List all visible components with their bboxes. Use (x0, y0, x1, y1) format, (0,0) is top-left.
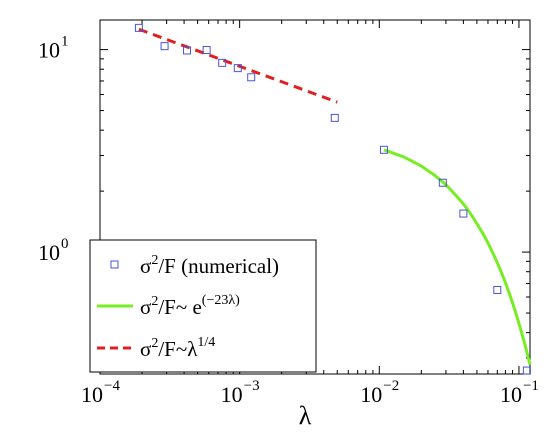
data-point (233, 64, 242, 73)
legend-label: σ2/F~λ1/4 (140, 335, 215, 361)
legend-items: σ2/F (numerical) σ2/F~ e(−23λ) σ2/F~λ1/4 (97, 253, 279, 361)
x-tick-label: 10 (221, 382, 243, 407)
y-tick-label: 10 (38, 38, 60, 63)
legend-label: σ2/F (numerical) (140, 253, 279, 278)
series-line-1 (383, 148, 532, 366)
data-point (134, 23, 143, 32)
x-tick-exponent: −2 (383, 378, 399, 394)
data-point (379, 145, 388, 154)
y-tick-label: 10 (38, 240, 60, 265)
legend: σ2/F (numerical) σ2/F~ e(−23λ) σ2/F~λ1/4 (89, 239, 317, 373)
data-point (218, 58, 227, 67)
y-tick-exponent: 1 (61, 34, 69, 50)
x-tick-label: 10 (500, 382, 522, 407)
data-point (438, 178, 447, 187)
x-tick-exponent: −3 (244, 378, 260, 394)
data-point (202, 46, 211, 55)
x-axis-label: λ (299, 401, 312, 430)
y-tick-exponent: 0 (61, 236, 69, 252)
x-tick-label: 10 (81, 382, 103, 407)
data-point (493, 285, 502, 294)
data-point (247, 73, 256, 82)
x-tick-label: 10 (360, 382, 382, 407)
data-point (160, 42, 169, 51)
data-point (330, 113, 339, 122)
data-series (134, 23, 532, 375)
legend-marker (110, 260, 119, 269)
data-point (522, 366, 531, 375)
data-point (459, 209, 468, 218)
legend-label: σ2/F~ e(−23λ) (140, 293, 240, 319)
data-point (183, 46, 192, 55)
x-tick-exponent: −4 (104, 378, 120, 394)
x-tick-exponent: −1 (523, 378, 539, 394)
series-line-2 (138, 27, 338, 104)
